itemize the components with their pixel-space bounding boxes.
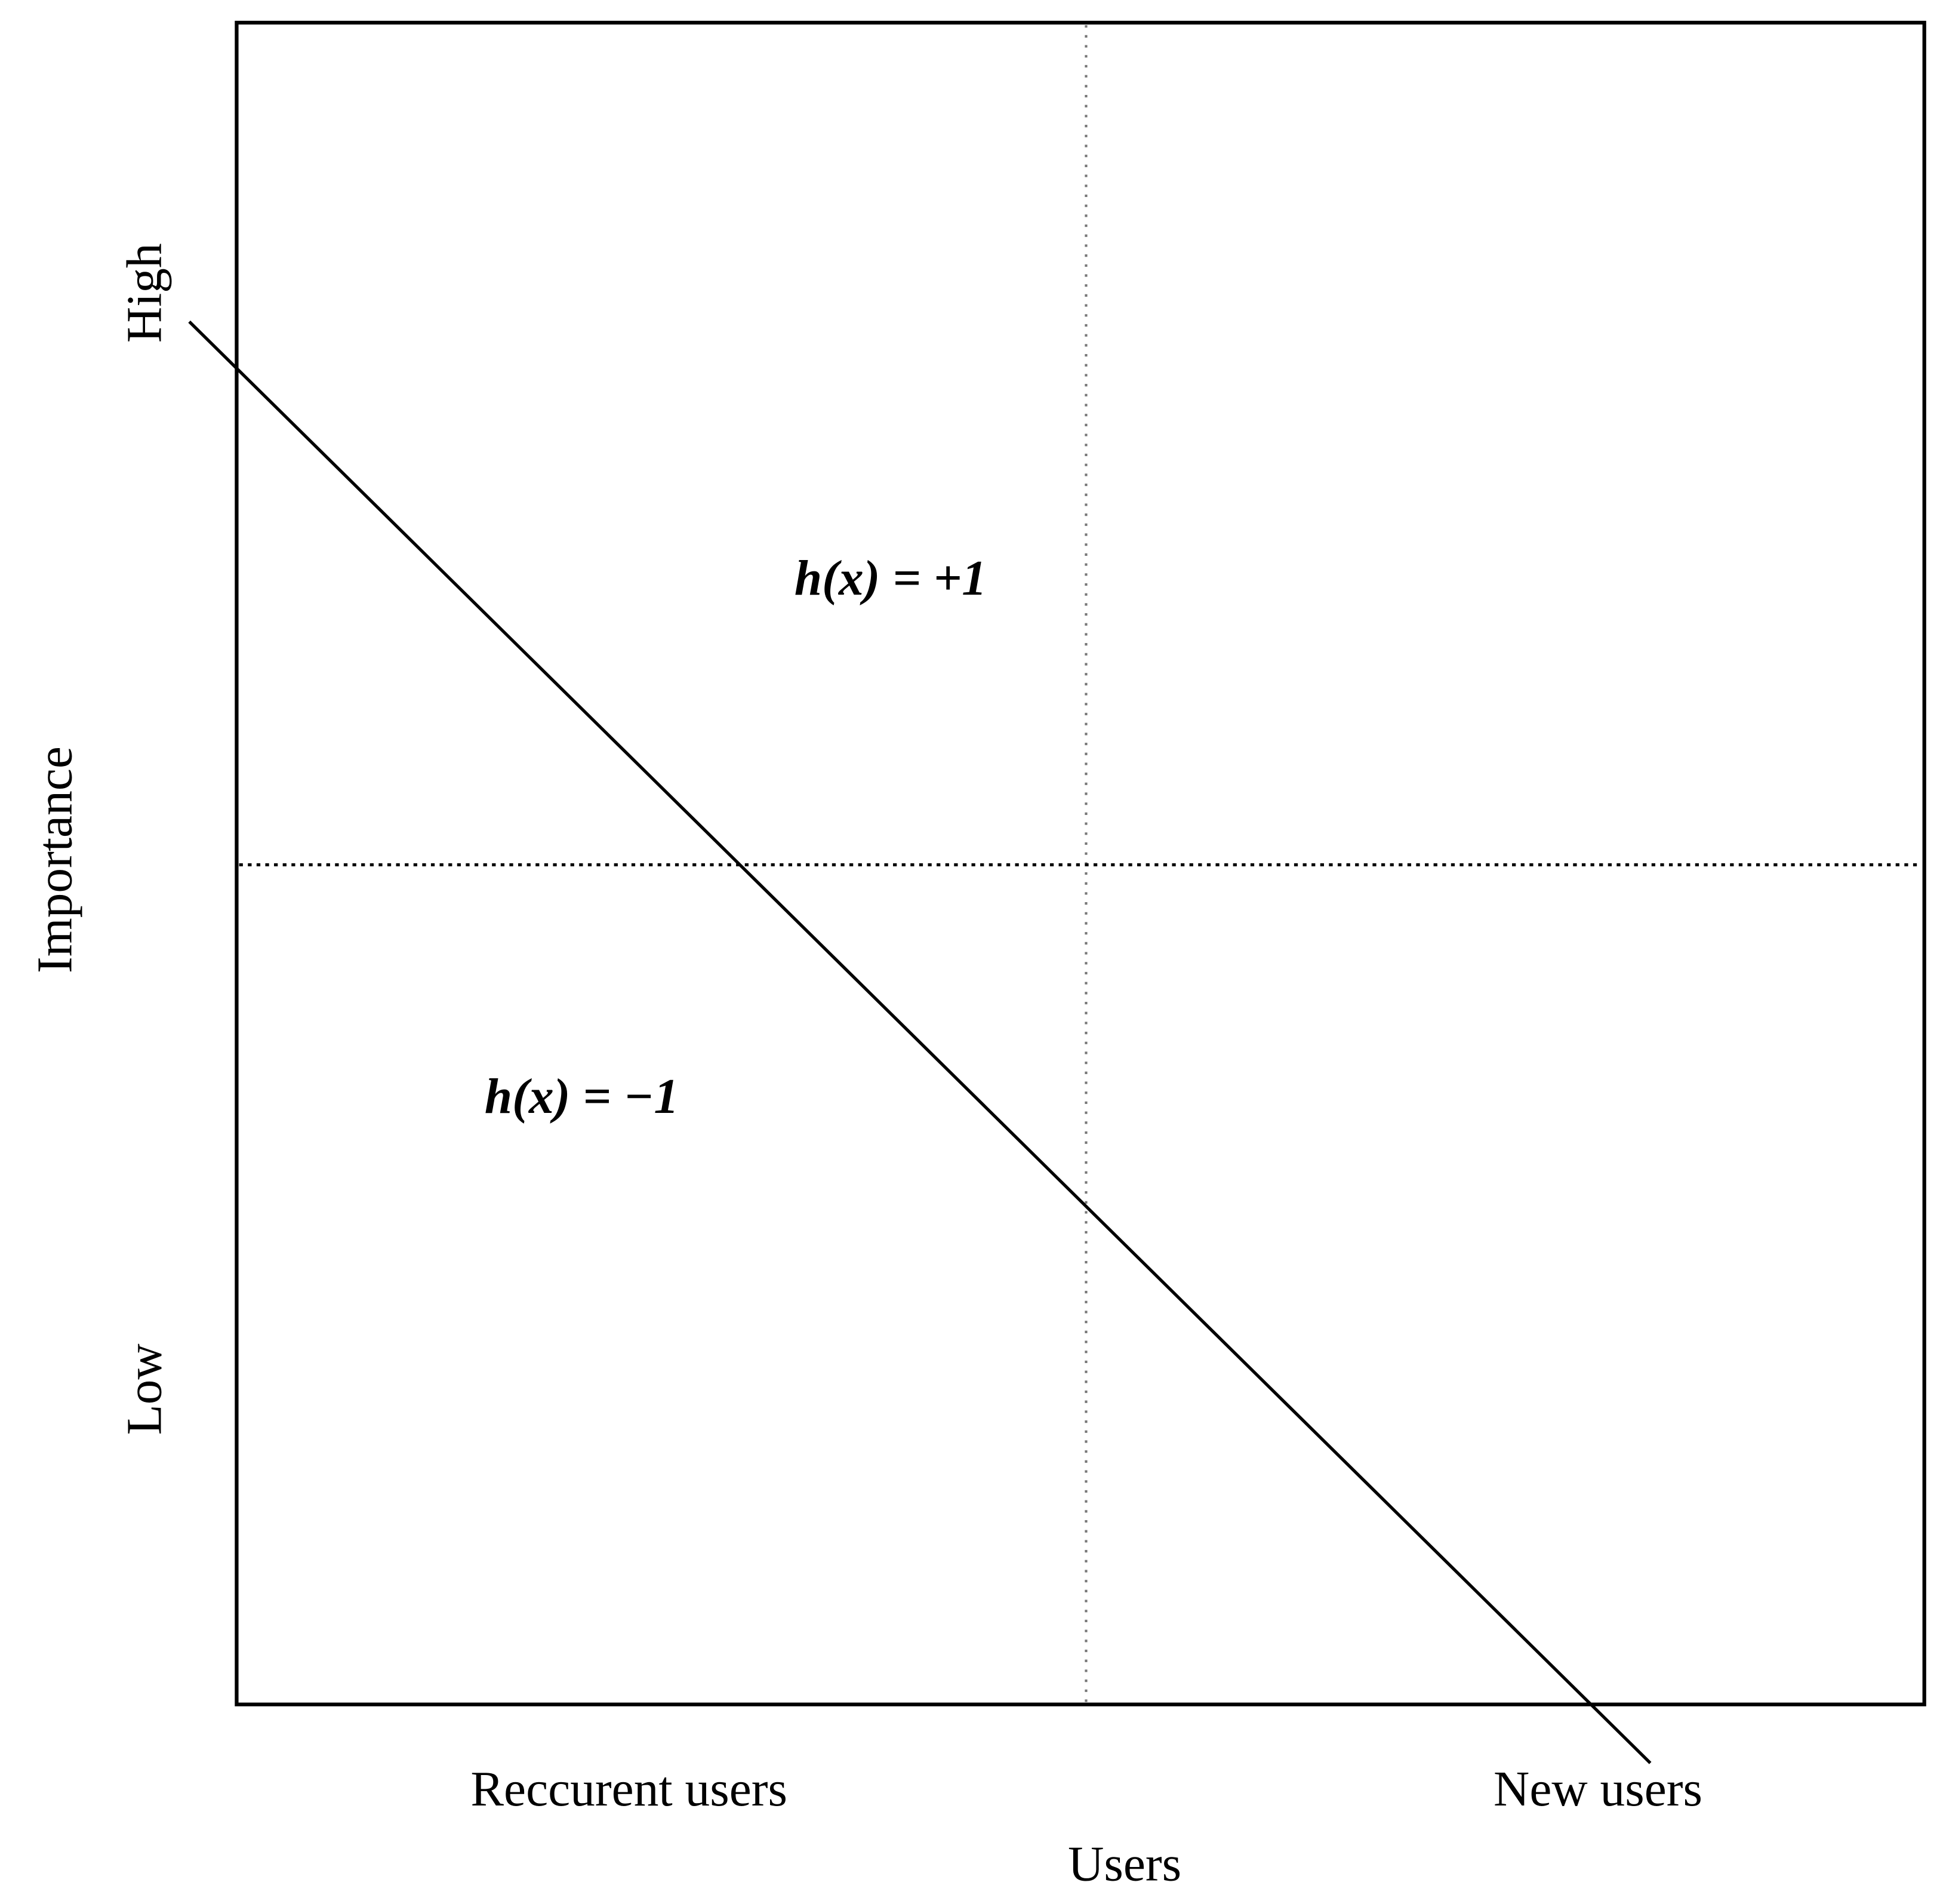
y-low-label: Low (118, 1343, 173, 1435)
plot-frame (235, 20, 1926, 1706)
x-left-label: Reccurent users (470, 1762, 787, 1817)
x-right-label: New users (1494, 1762, 1702, 1817)
region-label: h(x) = +1 (795, 551, 987, 606)
region-label: h(x) = −1 (485, 1069, 679, 1124)
decision-boundary (188, 320, 1652, 1764)
y-axis-label: Importance (27, 746, 82, 973)
x-axis-label: Users (1068, 1837, 1181, 1891)
y-high-label: High (118, 243, 173, 343)
